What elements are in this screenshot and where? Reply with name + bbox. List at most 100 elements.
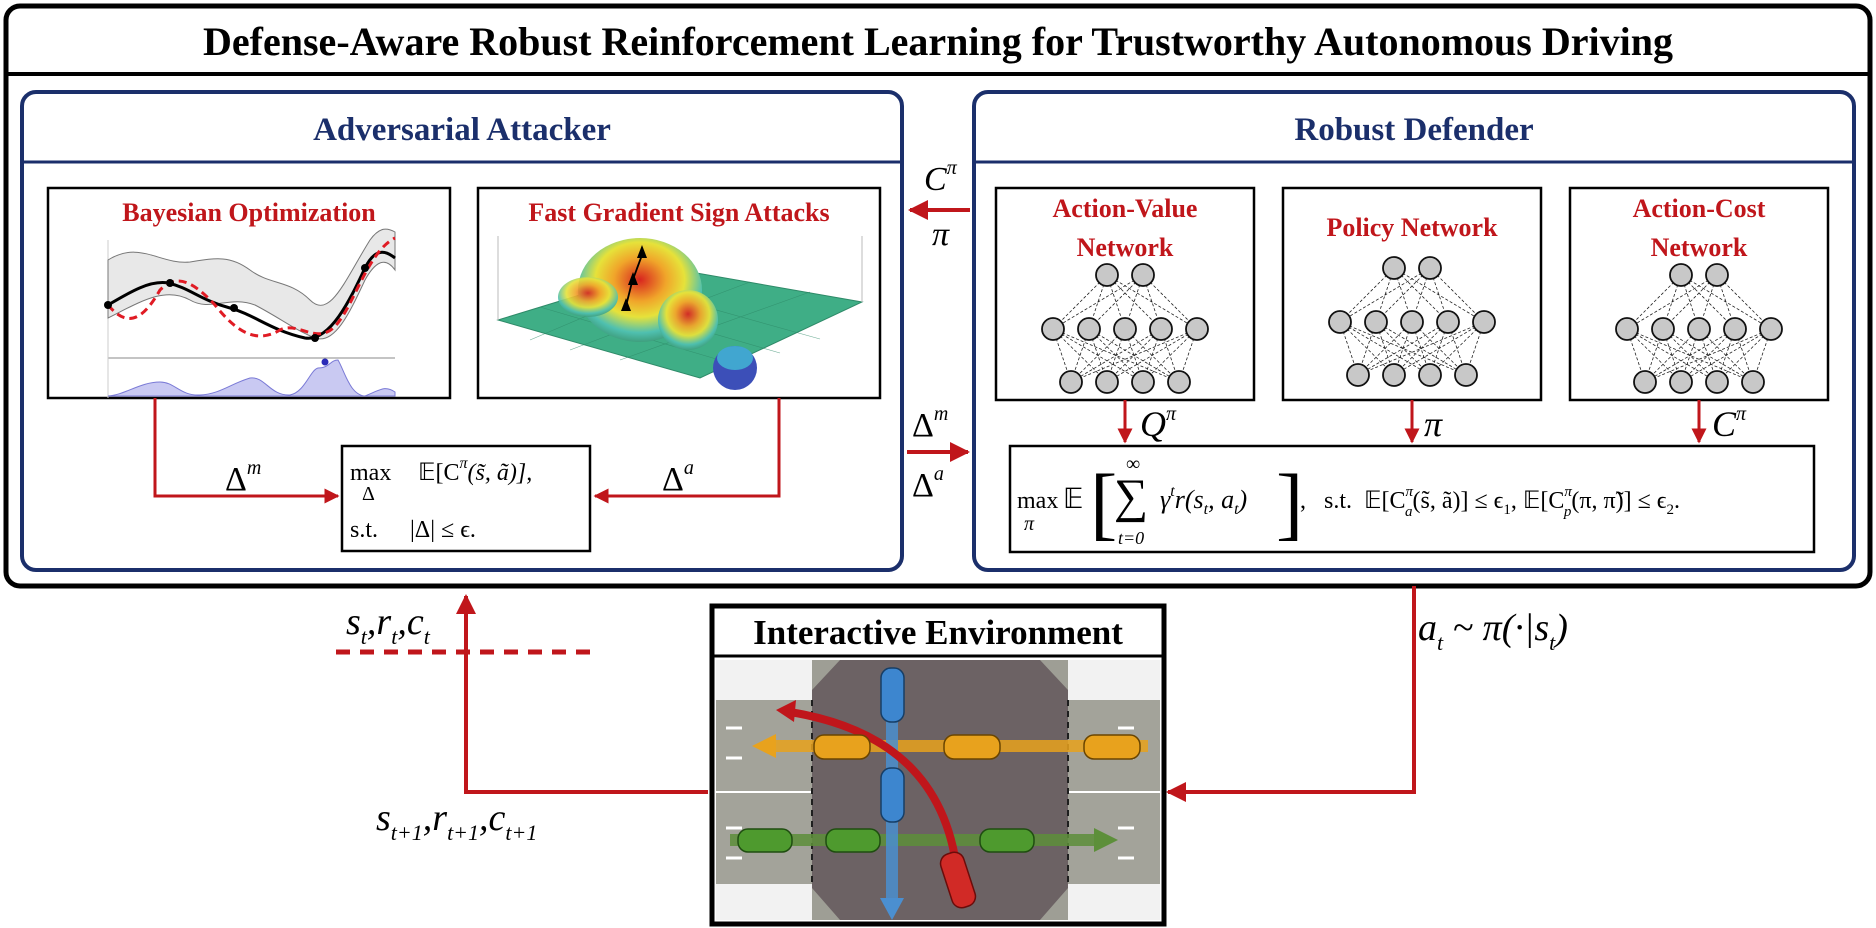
nn-edge [1716,328,1772,383]
neural-network-1 [1041,263,1209,394]
nn-edge [1429,267,1485,323]
nn-node [1400,310,1424,334]
next-c-sub: t+1 [505,820,537,845]
nn-edge [1626,274,1718,330]
nn-node [1041,317,1065,341]
reward-sub-1: t [1204,501,1209,518]
nn-edge [1070,328,1162,383]
nn-node [1131,370,1155,394]
nn-node [1615,317,1639,341]
constraint-sup-2: π [1564,484,1572,500]
right-bracket: ] [1276,457,1303,548]
next-s-sub: t+1 [391,820,423,845]
nn-edge [1680,274,1772,330]
state-c-sub: t [424,624,431,649]
middle-exchange: Cπ π Δm Δa [907,157,970,504]
nn-edge [1052,274,1144,330]
middle-dm-sup: m [934,403,948,425]
nn-edge [1680,328,1772,383]
red-trajectory [789,708,962,881]
nn-node [1705,370,1729,394]
nn-node [1472,310,1496,334]
delta-m-label: Δm [225,457,261,498]
nn-edge [1357,321,1485,376]
q-output-sup: π [1166,403,1177,425]
nn-edge [1142,274,1198,330]
nn-edge [1662,274,1718,330]
green-cars [737,828,1035,853]
nn-edge [1052,328,1180,383]
nn-node [1059,370,1083,394]
nn-edge [1339,267,1431,323]
nn-edge [1106,274,1198,330]
middle-da-label: Δa [912,463,944,504]
defender-max-sub: π [1024,513,1035,535]
nn-node [1185,317,1209,341]
nn-node [1633,370,1657,394]
discount-sup: t [1170,483,1175,500]
nn-node [1741,370,1765,394]
delta-a-sup: a [684,457,694,479]
fgsa-to-objective-arrow [593,398,781,504]
action-label: at ~ π(·|st) [1418,607,1568,655]
defender-panel: Robust Defender Action-Value Network Pol… [972,90,1856,572]
middle-c-sup: π [947,157,958,179]
discount-term: γtr(st, at) [1160,483,1247,518]
nn-node [1382,363,1406,387]
delta-m-sup: m [247,457,261,479]
action-a-sub: t [1437,630,1444,655]
nn-node [1328,310,1352,334]
nn-edge [1339,321,1467,376]
bayes-plot [104,228,396,398]
nn-edge [1393,267,1449,323]
bayes-title: Bayesian Optimization [122,198,376,227]
policy-network-title: Policy Network [1326,213,1498,242]
state-s-sub: t [361,624,368,649]
nn-node [1418,363,1442,387]
epsilon-sub-2: 2 [1667,502,1675,518]
nn-node [1113,317,1137,341]
defender-objective-box [1008,444,1816,554]
action-value-title-2: Network [1077,233,1174,262]
nn-edge [1142,328,1198,383]
nn-node [1382,256,1406,280]
sum-symbol: ∑ [1114,470,1148,523]
middle-dm-label: Δm [912,403,948,444]
nn-node [1095,370,1119,394]
main-title: Defense-Aware Robust Reinforcement Learn… [203,19,1673,64]
policy-network-box [1281,186,1543,402]
constraint-sub-2: p [1563,504,1572,520]
epsilon-sub-1: 1 [1503,502,1511,518]
state-feedback-arrow [456,594,708,794]
nn-edge [1429,321,1485,376]
intersection-scene [716,660,1160,920]
action-arrow [1166,586,1416,802]
nn-edge [1626,274,1682,330]
bayes-to-objective-arrow [153,398,340,504]
nn-node [1669,263,1693,287]
attacker-objective-box [340,444,592,553]
yellow-cars [813,734,1141,760]
nn-edge [1393,321,1485,376]
nn-edge [1716,274,1772,330]
next-r-sub: t+1 [447,820,479,845]
attacker-objective-line1: 𝔼[Cπ(s̃, ã)], [418,455,532,486]
action-cost-title-2: Network [1651,233,1748,262]
constraint-expression: , s.t. 𝔼[Cπ a(s̃, ã)] ≤ ϵ1, 𝔼[Cπ p(π, π̃)]… [1300,484,1680,520]
nn-edge [1106,274,1162,330]
nn-edge [1644,328,1736,383]
nn-edge [1070,328,1126,383]
middle-pi-label: π [932,216,950,253]
action-value-title-1: Action-Value [1053,194,1198,223]
neural-network-2 [1328,256,1496,387]
constraint-sub-1: a [1405,504,1413,520]
neural-network-3 [1615,263,1783,394]
sum-upper: ∞ [1126,453,1140,475]
attacker-title: Adversarial Attacker [313,112,611,148]
attacker-max-sub: Δ [362,483,375,505]
attacker-panel: Adversarial Attacker Bayesian Optimizati… [20,90,904,572]
action-s-sub: t [1549,630,1556,655]
nn-node [1669,370,1693,394]
sum-lower: t=0 [1118,528,1144,548]
